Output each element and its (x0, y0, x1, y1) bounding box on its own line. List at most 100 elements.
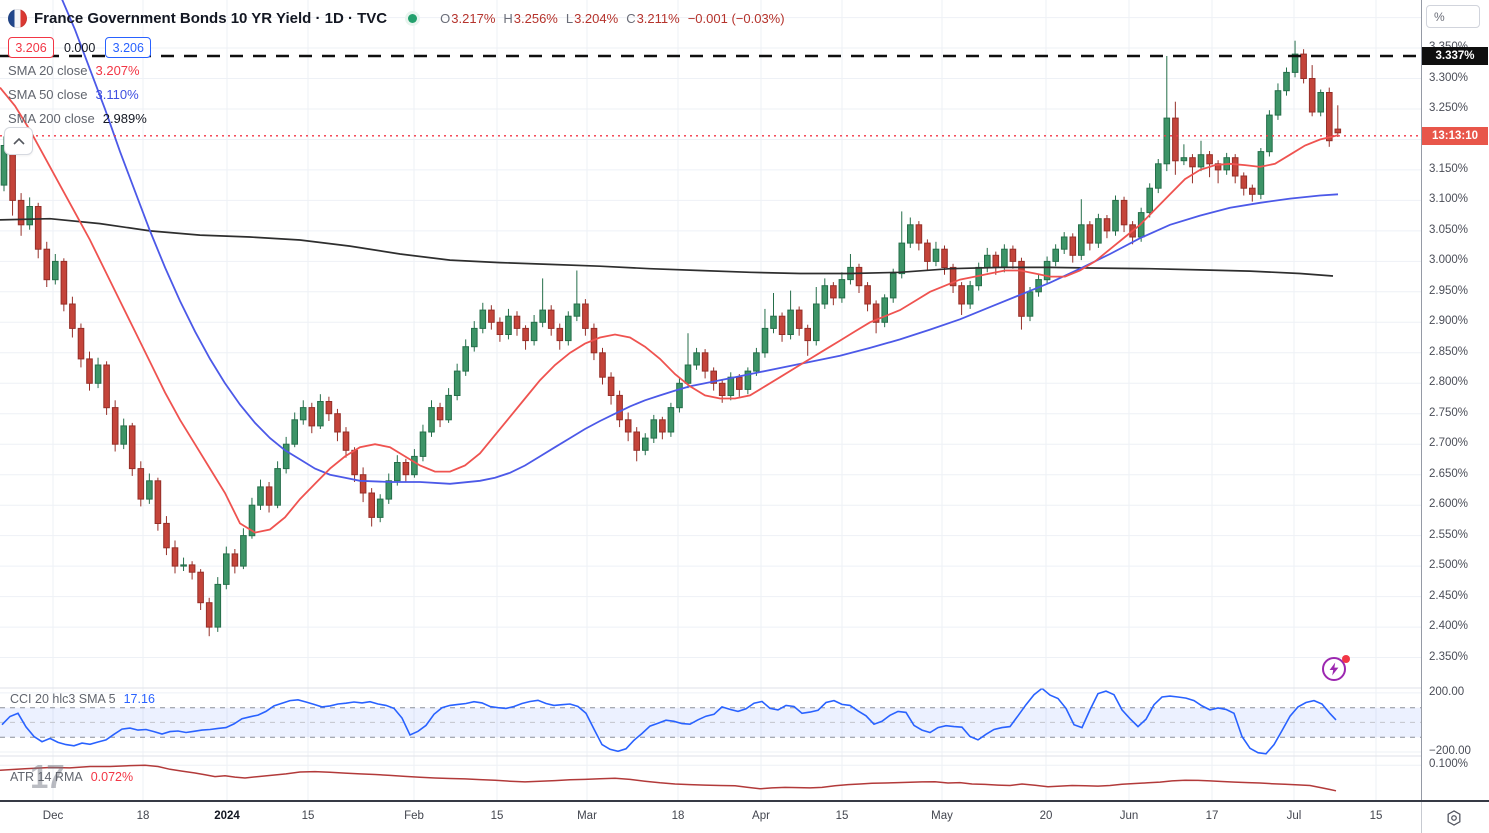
time-tick-label: Mar (577, 810, 597, 822)
buy-price-button[interactable]: 3.206 (105, 37, 152, 58)
candle (368, 492, 375, 518)
candle (616, 394, 623, 421)
candle (180, 564, 187, 567)
sma50-label: SMA 50 close (8, 86, 88, 102)
candle (453, 370, 461, 397)
candle (907, 224, 914, 244)
candle (471, 327, 478, 348)
cci-legend[interactable]: CCI 20 hlc3 SMA 5 17.16 (10, 692, 155, 706)
sell-price-button[interactable]: 3.206 (8, 37, 54, 58)
price-tick-label: 3.050% (1429, 223, 1469, 236)
candle (60, 260, 68, 305)
candle (941, 248, 948, 268)
candle (1266, 114, 1273, 153)
candle (1043, 260, 1051, 281)
candle (1180, 157, 1188, 162)
price-tick-label: 2.700% (1429, 437, 1469, 450)
candle (855, 266, 863, 287)
price-tick-label: 2.450% (1429, 589, 1469, 602)
candle (214, 583, 222, 628)
candle (924, 242, 931, 262)
candle (795, 309, 803, 329)
candle (137, 468, 145, 500)
time-tick-label: 18 (671, 810, 685, 822)
candle (787, 309, 794, 336)
candle (1155, 163, 1162, 189)
low-label: L (565, 10, 574, 26)
candle (317, 401, 324, 427)
high-value: 3.256% (513, 10, 558, 26)
candle (385, 480, 393, 500)
price-unit-button[interactable]: % (1426, 5, 1480, 28)
sma20-legend[interactable]: SMA 20 close 3.207% (8, 58, 785, 82)
price-tick-label: 3.100% (1429, 193, 1469, 206)
candle (240, 535, 247, 567)
ohlc-readout: O 3.217% H 3.256% L 3.204% C 3.211% −0.001 (… (440, 11, 784, 26)
instant-trading-button[interactable] (1322, 655, 1350, 684)
candle (599, 352, 606, 378)
open-value: 3.217% (451, 10, 496, 26)
candle (565, 315, 572, 342)
axis-settings-button[interactable] (1440, 807, 1468, 829)
candle (804, 327, 812, 342)
market-status-icon[interactable] (408, 13, 418, 23)
candle (915, 224, 923, 244)
candle (462, 346, 469, 372)
cci-line (1, 687, 1337, 755)
candle (274, 468, 281, 506)
candle (146, 480, 153, 500)
cci-label: CCI 20 hlc3 SMA 5 (10, 692, 116, 706)
candle (1257, 151, 1265, 195)
time-tick-label: 20 (1039, 810, 1053, 822)
candle (547, 309, 555, 329)
candle (1095, 218, 1102, 244)
symbol-title[interactable]: France Government Bonds 10 YR Yield · 1D… (34, 9, 388, 27)
candle (821, 285, 829, 305)
candle (872, 303, 880, 323)
candle (428, 407, 435, 433)
time-tick-label: 15 (490, 810, 504, 822)
candle (1060, 236, 1068, 250)
sma50-legend[interactable]: SMA 50 close 3.110% (8, 82, 785, 106)
candle (128, 425, 136, 470)
candle (223, 553, 230, 585)
candle (736, 376, 743, 390)
candle (633, 431, 641, 451)
candle (445, 394, 452, 421)
candle (573, 303, 581, 317)
candle (1214, 163, 1222, 171)
candle (650, 419, 658, 439)
candle (376, 498, 384, 518)
candle (163, 522, 170, 549)
price-tick-label: 2.850% (1429, 345, 1469, 358)
open-label: O (440, 10, 451, 26)
change-value: −0.001 (−0.03%) (687, 10, 785, 26)
collapse-legend-button[interactable] (4, 127, 33, 155)
candle (1103, 218, 1111, 232)
candle (761, 327, 769, 354)
candle (889, 273, 897, 299)
candle (659, 419, 666, 433)
atr-legend[interactable]: ATR 14 RMA 0.072% (10, 770, 133, 784)
candle (291, 419, 298, 445)
close-label: C (626, 10, 636, 26)
chart-legend: France Government Bonds 10 YR Yield · 1D… (8, 6, 785, 130)
time-tick-label: 15 (835, 810, 849, 822)
candle (984, 254, 991, 269)
candle (744, 370, 752, 390)
candle (676, 382, 683, 409)
candle (932, 248, 940, 262)
candle (52, 260, 59, 281)
price-tick-label: 2.650% (1429, 467, 1469, 480)
candle (282, 443, 290, 470)
price-axis[interactable]: % 3.350%3.300%3.250%3.200%3.150%3.100%3.… (1421, 0, 1489, 800)
candle (1197, 154, 1205, 168)
notification-dot (1342, 655, 1350, 663)
chart-canvas[interactable] (0, 0, 1421, 800)
candle (770, 315, 777, 329)
price-tick-label: 2.600% (1429, 498, 1469, 511)
sma200-legend[interactable]: SMA 200 close 2.989% (8, 106, 785, 130)
sma20-value: 3.207% (95, 62, 140, 78)
time-axis[interactable]: Dec 18 2024 15 Feb 15 Mar 18 Apr 15 May 20 Jun 17 Jul 1… (0, 800, 1489, 833)
